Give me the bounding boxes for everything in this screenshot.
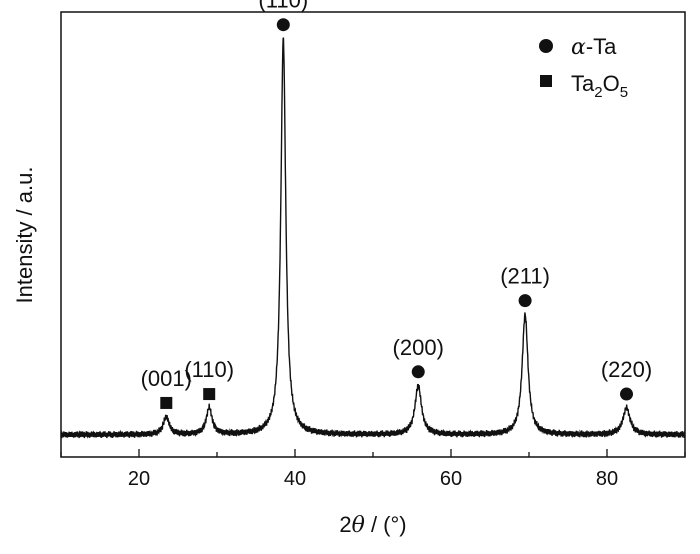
peak-label: (220) [601, 357, 652, 382]
alpha-ta-peak-marker [276, 18, 290, 32]
legend-ta2o5: Ta2O5 [571, 71, 628, 101]
ta2o5-peak-marker [203, 388, 216, 401]
peak-label: (110) [184, 357, 234, 382]
x-axis-label: 2θ / (°) [339, 512, 406, 538]
legend-alpha-ta: α-Ta [571, 34, 617, 60]
x-axis-tick-labels: 20 40 60 80 [128, 468, 618, 490]
alpha-ta-peak-marker [411, 365, 425, 379]
ta2o5-peak-marker [160, 396, 173, 409]
legend-square-marker [540, 75, 552, 87]
peak-markers [160, 18, 633, 409]
x-tick-label: 40 [284, 468, 306, 490]
x-tick-label: 20 [128, 468, 150, 490]
peak-label: (200) [393, 335, 444, 360]
diffraction-trace [60, 37, 686, 439]
alpha-ta-peak-marker [620, 387, 633, 401]
alpha-ta-peak-marker [518, 294, 532, 308]
peak-labels: (001)(110)(110)(200)(211)(220) [141, 0, 653, 391]
x-axis-ticks [60, 449, 686, 457]
peak-label: (211) [500, 264, 550, 289]
x-tick-label: 80 [596, 468, 618, 490]
x-tick-label: 60 [440, 468, 462, 490]
peak-label: (001) [141, 366, 192, 391]
peak-label: (110) [258, 0, 308, 13]
legend-circle-marker [539, 39, 553, 53]
y-axis-label: Intensity / a.u. [12, 167, 37, 304]
legend: α-Ta Ta2O5 [539, 34, 628, 101]
